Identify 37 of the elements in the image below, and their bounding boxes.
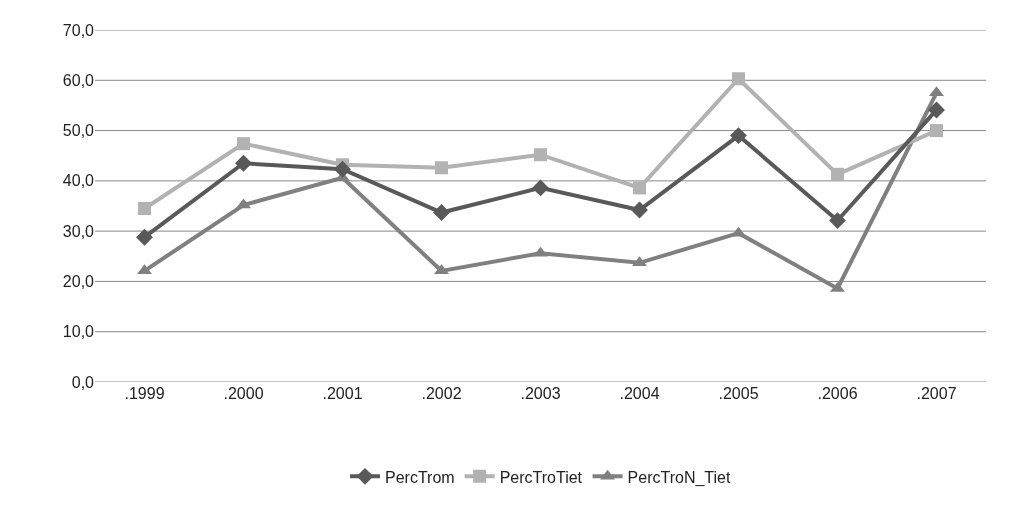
x-tick-label: .1999 [124, 385, 165, 402]
y-tick-label: 70,0 [62, 21, 95, 39]
point [534, 148, 547, 162]
y-tick-label: 10,0 [62, 323, 95, 341]
point [831, 167, 844, 181]
x-tick-label: .2007 [916, 385, 957, 402]
point [235, 154, 252, 172]
y-tick-label: 0,0 [71, 373, 95, 391]
point [730, 127, 747, 145]
point [633, 181, 646, 195]
point [829, 212, 846, 230]
point [433, 204, 450, 221]
y-tick-label: 40,0 [62, 172, 95, 190]
x-tick-label: .2002 [421, 385, 462, 402]
legend-label: PercTrom [385, 468, 455, 486]
legend-label: PercTroTiet [499, 468, 583, 486]
x-tick-label: .2004 [619, 385, 660, 402]
y-tick-label: 60,0 [62, 71, 95, 89]
point [532, 179, 549, 197]
point [138, 202, 151, 216]
x-tick-label: .2000 [223, 385, 264, 402]
legend-label: PercTroN_Tiet [627, 468, 731, 487]
x-tick-label: .2005 [718, 385, 759, 402]
point [928, 101, 945, 119]
point [237, 137, 250, 151]
point [136, 228, 153, 246]
point [732, 72, 745, 86]
point [334, 160, 351, 178]
x-tick-label: .2003 [520, 385, 561, 402]
x-tick-label: .2001 [322, 385, 363, 402]
point [435, 161, 448, 175]
y-tick-label: 30,0 [62, 222, 95, 240]
y-tick-label: 50,0 [62, 122, 95, 140]
y-tick-label: 20,0 [62, 273, 95, 291]
x-tick-label: .2006 [817, 385, 858, 402]
point [631, 201, 648, 219]
point [930, 124, 943, 138]
